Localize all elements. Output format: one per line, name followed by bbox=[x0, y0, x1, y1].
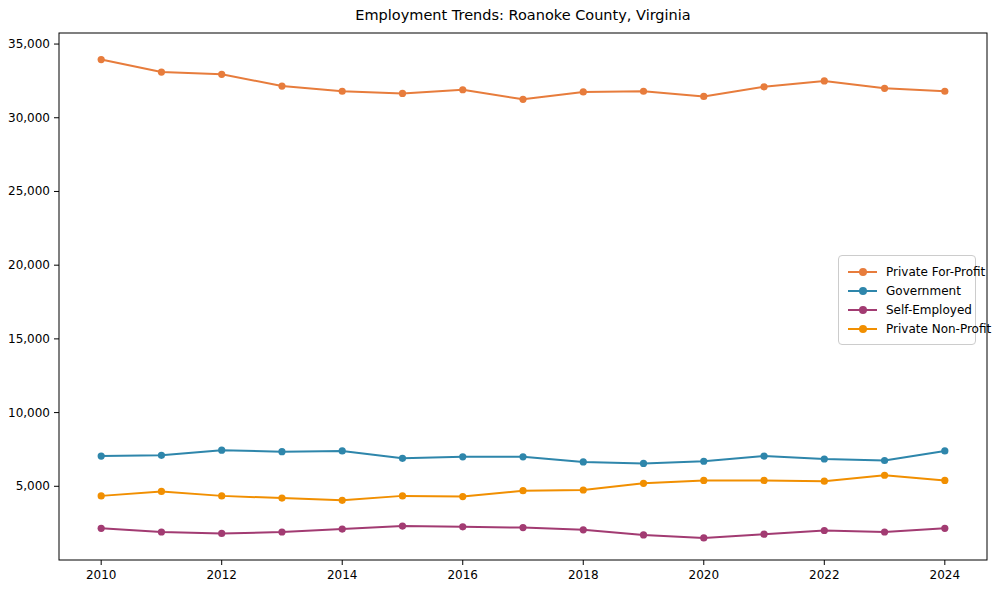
series-marker-government bbox=[339, 447, 346, 454]
series-marker-self-employed bbox=[941, 525, 948, 532]
series-marker-private-non-profit bbox=[821, 478, 828, 485]
series-marker-government bbox=[98, 452, 105, 459]
series-marker-self-employed bbox=[98, 525, 105, 532]
series-marker-government bbox=[519, 453, 526, 460]
series-marker-private-for-profit bbox=[519, 96, 526, 103]
series-marker-government bbox=[881, 457, 888, 464]
y-tick-label: 35,000 bbox=[8, 37, 50, 51]
series-marker-self-employed bbox=[278, 528, 285, 535]
x-tick-label: 2016 bbox=[447, 568, 478, 582]
series-marker-self-employed bbox=[700, 534, 707, 541]
y-tick-label: 15,000 bbox=[8, 332, 50, 346]
series-marker-private-non-profit bbox=[881, 472, 888, 479]
series-marker-private-non-profit bbox=[218, 492, 225, 499]
series-marker-private-non-profit bbox=[640, 480, 647, 487]
y-tick-label: 10,000 bbox=[8, 406, 50, 420]
legend-item-government: Government bbox=[848, 283, 966, 298]
series-marker-self-employed bbox=[399, 522, 406, 529]
x-tick-label: 2012 bbox=[206, 568, 237, 582]
series-marker-private-non-profit bbox=[399, 492, 406, 499]
series-marker-private-non-profit bbox=[98, 492, 105, 499]
series-marker-government bbox=[158, 452, 165, 459]
series-marker-self-employed bbox=[760, 531, 767, 538]
x-tick-label: 2024 bbox=[930, 568, 961, 582]
series-marker-government bbox=[821, 455, 828, 462]
series-marker-government bbox=[941, 447, 948, 454]
y-tick-label: 20,000 bbox=[8, 258, 50, 272]
chart-title: Employment Trends: Roanoke County, Virgi… bbox=[59, 7, 987, 23]
y-tick-label: 25,000 bbox=[8, 184, 50, 198]
series-marker-private-non-profit bbox=[158, 488, 165, 495]
series-marker-government bbox=[218, 447, 225, 454]
series-marker-self-employed bbox=[580, 526, 587, 533]
series-marker-private-for-profit bbox=[98, 56, 105, 63]
series-marker-private-for-profit bbox=[700, 93, 707, 100]
series-marker-private-for-profit bbox=[399, 90, 406, 97]
legend-line-marker-icon bbox=[848, 286, 877, 295]
series-marker-private-for-profit bbox=[580, 88, 587, 95]
series-marker-private-for-profit bbox=[881, 85, 888, 92]
series-marker-private-non-profit bbox=[519, 487, 526, 494]
series-marker-government bbox=[760, 452, 767, 459]
series-marker-private-non-profit bbox=[700, 477, 707, 484]
series-marker-private-for-profit bbox=[941, 88, 948, 95]
x-tick-label: 2010 bbox=[86, 568, 117, 582]
y-tick-label: 30,000 bbox=[8, 111, 50, 125]
series-marker-private-for-profit bbox=[278, 82, 285, 89]
x-tick-label: 2020 bbox=[689, 568, 720, 582]
series-marker-private-for-profit bbox=[640, 88, 647, 95]
series-marker-private-for-profit bbox=[821, 77, 828, 84]
legend-item-self-employed: Self-Employed bbox=[848, 302, 966, 317]
figure: 5,000 10,000 15,000 20,000 25,000 30,000 35,00… bbox=[0, 0, 1000, 600]
series-marker-private-for-profit bbox=[218, 71, 225, 78]
legend-line-marker-icon bbox=[848, 267, 877, 276]
series-marker-self-employed bbox=[339, 525, 346, 532]
series-marker-self-employed bbox=[519, 524, 526, 531]
series-marker-self-employed bbox=[459, 523, 466, 530]
series-marker-private-non-profit bbox=[278, 494, 285, 501]
series-marker-private-for-profit bbox=[158, 68, 165, 75]
legend-item-private-non-profit: Private Non-Profit bbox=[848, 321, 966, 336]
y-tick-label: 5,000 bbox=[16, 479, 50, 493]
legend-label: Government bbox=[886, 284, 961, 298]
series-marker-government bbox=[640, 460, 647, 467]
series-marker-private-for-profit bbox=[459, 86, 466, 93]
legend-label: Self-Employed bbox=[886, 303, 972, 317]
series-marker-government bbox=[278, 448, 285, 455]
legend-line-marker-icon bbox=[848, 324, 877, 333]
series-marker-self-employed bbox=[158, 528, 165, 535]
legend-label: Private For-Profit bbox=[886, 265, 985, 279]
series-marker-private-for-profit bbox=[760, 83, 767, 90]
series-marker-self-employed bbox=[218, 530, 225, 537]
x-tick-label: 2022 bbox=[809, 568, 840, 582]
series-marker-government bbox=[580, 458, 587, 465]
x-tick-label: 2014 bbox=[327, 568, 358, 582]
series-marker-private-non-profit bbox=[459, 493, 466, 500]
series-marker-private-for-profit bbox=[339, 88, 346, 95]
series-marker-self-employed bbox=[640, 531, 647, 538]
series-marker-government bbox=[459, 453, 466, 460]
series-marker-private-non-profit bbox=[580, 486, 587, 493]
series-marker-private-non-profit bbox=[760, 477, 767, 484]
legend: Private For-Profit Government Self-Employe… bbox=[838, 255, 976, 345]
series-marker-private-non-profit bbox=[941, 477, 948, 484]
series-marker-government bbox=[399, 455, 406, 462]
legend-item-private-for-profit: Private For-Profit bbox=[848, 264, 966, 279]
legend-line-marker-icon bbox=[848, 305, 877, 314]
series-marker-self-employed bbox=[881, 528, 888, 535]
series-marker-private-non-profit bbox=[339, 497, 346, 504]
legend-label: Private Non-Profit bbox=[886, 322, 991, 336]
x-tick-label: 2018 bbox=[568, 568, 599, 582]
series-marker-government bbox=[700, 458, 707, 465]
series-marker-self-employed bbox=[821, 527, 828, 534]
